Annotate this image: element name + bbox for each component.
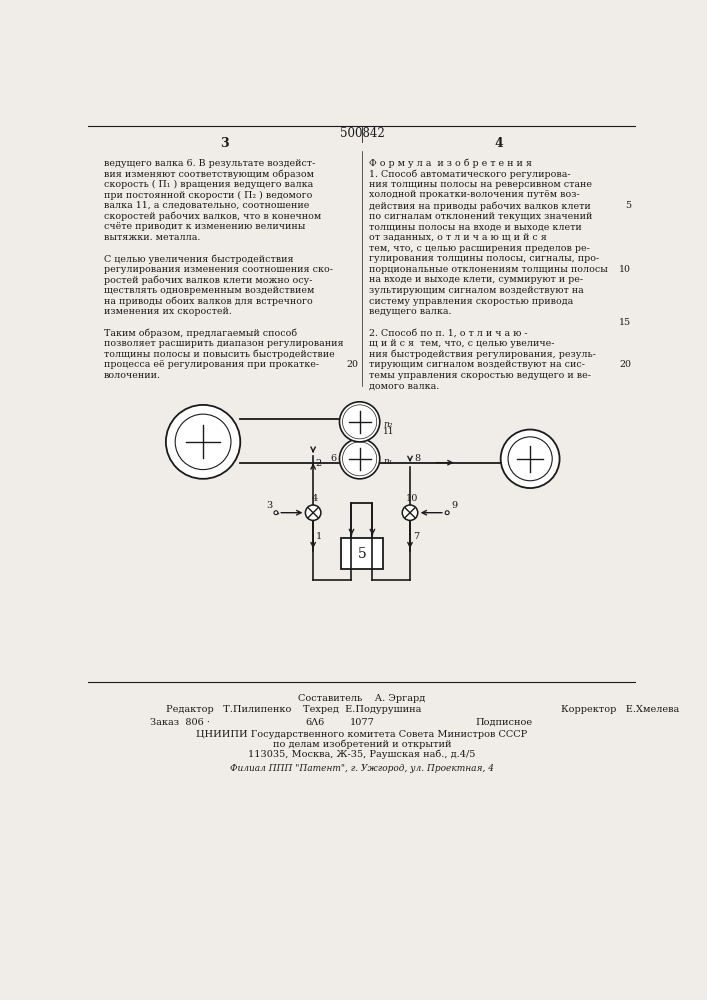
Text: по сигналам отклонений текущих значений: по сигналам отклонений текущих значений xyxy=(369,212,592,221)
Text: 500842: 500842 xyxy=(339,127,385,140)
Text: тем, что, с целью расширения пределов ре-: тем, что, с целью расширения пределов ре… xyxy=(369,244,590,253)
Circle shape xyxy=(339,402,380,442)
Text: ведущего валка 6. В результате воздейст-: ведущего валка 6. В результате воздейст- xyxy=(104,158,315,167)
Text: 113035, Москва, Ж-35, Раушская наб., д.4/5: 113035, Москва, Ж-35, Раушская наб., д.4… xyxy=(248,750,476,759)
Text: 15: 15 xyxy=(619,318,631,327)
Text: толщины полосы на входе и выходе клети: толщины полосы на входе и выходе клети xyxy=(369,222,582,231)
Text: 3: 3 xyxy=(266,501,272,510)
Text: ния толщины полосы на реверсивном стане: ния толщины полосы на реверсивном стане xyxy=(369,180,592,189)
Text: волочении.: волочении. xyxy=(104,371,161,380)
Text: валка 11, а следовательно, соотношение: валка 11, а следовательно, соотношение xyxy=(104,201,309,210)
Text: от заданных, о т л и ч а ю щ и й с я: от заданных, о т л и ч а ю щ и й с я xyxy=(369,233,547,242)
Text: n₂: n₂ xyxy=(383,420,392,429)
Text: счёте приводит к изменению величины: счёте приводит к изменению величины xyxy=(104,222,305,231)
Text: Составитель    А. Эргард: Составитель А. Эргард xyxy=(298,694,426,703)
Text: 9: 9 xyxy=(451,501,457,510)
Text: по делам изобретений и открытий: по делам изобретений и открытий xyxy=(273,740,451,749)
Text: 1077: 1077 xyxy=(349,718,375,727)
Text: ЦНИИПИ Государственного комитета Совета Министров СССР: ЦНИИПИ Государственного комитета Совета … xyxy=(197,730,527,739)
Text: ведущего валка.: ведущего валка. xyxy=(369,307,452,316)
Text: систему управления скоростью привода: систему управления скоростью привода xyxy=(369,297,573,306)
Text: изменения их скоростей.: изменения их скоростей. xyxy=(104,307,232,316)
Text: позволяет расширить диапазон регулирования: позволяет расширить диапазон регулирован… xyxy=(104,339,344,348)
Text: порциональные отклонениям толщины полосы: порциональные отклонениям толщины полосы xyxy=(369,265,608,274)
Text: Корректор   Е.Хмелева: Корректор Е.Хмелева xyxy=(561,705,679,714)
Text: на приводы обоих валков для встречного: на приводы обоих валков для встречного xyxy=(104,297,312,306)
Text: зультирующим сигналом воздействуют на: зультирующим сигналом воздействуют на xyxy=(369,286,584,295)
Text: 10: 10 xyxy=(405,494,418,503)
Text: Таким образом, предлагаемый способ: Таким образом, предлагаемый способ xyxy=(104,329,297,338)
Text: Техред  Е.Подурушина: Техред Е.Подурушина xyxy=(303,705,421,714)
Circle shape xyxy=(445,511,449,515)
Text: холодной прокатки-волочения путём воз-: холодной прокатки-волочения путём воз- xyxy=(369,190,580,199)
Text: действия на приводы рабочих валков клети: действия на приводы рабочих валков клети xyxy=(369,201,590,211)
Text: 5: 5 xyxy=(358,547,366,561)
Circle shape xyxy=(501,430,559,488)
Text: n₁: n₁ xyxy=(383,457,392,466)
Text: тирующим сигналом воздействуют на сис-: тирующим сигналом воздействуют на сис- xyxy=(369,360,585,369)
Text: вия изменяют соответствующим образом: вия изменяют соответствующим образом xyxy=(104,169,314,179)
Text: 4: 4 xyxy=(495,137,503,150)
Circle shape xyxy=(274,511,278,515)
Text: Заказ  806 ·: Заказ 806 · xyxy=(151,718,211,727)
Circle shape xyxy=(305,505,321,520)
Text: толщины полосы и повысить быстродействие: толщины полосы и повысить быстродействие xyxy=(104,350,334,359)
Text: темы управления скоростью ведущего и ве-: темы управления скоростью ведущего и ве- xyxy=(369,371,591,380)
Text: на входе и выходе клети, суммируют и ре-: на входе и выходе клети, суммируют и ре- xyxy=(369,275,583,284)
Text: скоростей рабочих валков, что в конечном: скоростей рабочих валков, что в конечном xyxy=(104,212,321,221)
Text: 11: 11 xyxy=(383,427,395,436)
Text: 1. Способ автоматического регулирова-: 1. Способ автоматического регулирова- xyxy=(369,169,571,179)
Text: С целью увеличения быстродействия: С целью увеличения быстродействия xyxy=(104,254,293,264)
Text: регулирования изменения соотношения ско-: регулирования изменения соотношения ско- xyxy=(104,265,333,274)
Text: 6Λ6: 6Λ6 xyxy=(305,718,325,727)
Text: 7: 7 xyxy=(413,532,419,541)
Circle shape xyxy=(166,405,240,479)
Bar xyxy=(341,538,383,569)
Text: ростей рабочих валков клети можно осу-: ростей рабочих валков клети можно осу- xyxy=(104,275,312,285)
Text: процесса её регулирования при прокатке-: процесса её регулирования при прокатке- xyxy=(104,360,319,369)
Text: Ф о р м у л а  и з о б р е т е н и я: Ф о р м у л а и з о б р е т е н и я xyxy=(369,158,532,168)
Text: 6: 6 xyxy=(330,454,337,463)
Text: щ и й с я  тем, что, с целью увеличе-: щ и й с я тем, что, с целью увеличе- xyxy=(369,339,554,348)
Circle shape xyxy=(402,505,418,520)
Text: 20: 20 xyxy=(346,360,358,369)
Text: 1: 1 xyxy=(316,532,322,541)
Text: 3: 3 xyxy=(221,137,229,150)
Text: ществлять одновременным воздействием: ществлять одновременным воздействием xyxy=(104,286,314,295)
Text: 20: 20 xyxy=(619,360,631,369)
Text: 8: 8 xyxy=(414,454,420,463)
Text: Подписное: Подписное xyxy=(476,718,533,727)
Text: Филиал ППП "Патент", г. Ужгород, ул. Проектная, 4: Филиал ППП "Патент", г. Ужгород, ул. Про… xyxy=(230,764,494,773)
Text: 2. Способ по п. 1, о т л и ч а ю -: 2. Способ по п. 1, о т л и ч а ю - xyxy=(369,329,527,338)
Text: 4: 4 xyxy=(312,494,318,503)
Text: вытяжки. металла.: вытяжки. металла. xyxy=(104,233,200,242)
Text: 5: 5 xyxy=(625,201,631,210)
Text: при постоянной скорости ( П₂ ) ведомого: при постоянной скорости ( П₂ ) ведомого xyxy=(104,190,312,200)
Text: домого валка.: домого валка. xyxy=(369,382,439,391)
Text: Редактор   Т.Пилипенко: Редактор Т.Пилипенко xyxy=(166,705,291,714)
Text: ния быстродействия регулирования, резуль-: ния быстродействия регулирования, резуль… xyxy=(369,350,596,359)
Text: скорость ( П₁ ) вращения ведущего валка: скорость ( П₁ ) вращения ведущего валка xyxy=(104,180,313,189)
Circle shape xyxy=(339,439,380,479)
Text: гулирования толщины полосы, сигналы, про-: гулирования толщины полосы, сигналы, про… xyxy=(369,254,599,263)
Text: 10: 10 xyxy=(619,265,631,274)
Text: 2: 2 xyxy=(315,459,322,468)
